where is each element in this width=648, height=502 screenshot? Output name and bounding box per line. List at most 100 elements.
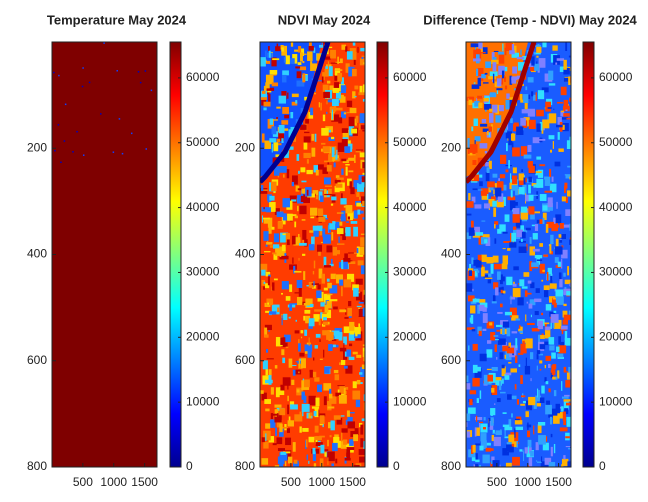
image-speckle: [563, 59, 567, 70]
image-speckle: [346, 410, 350, 417]
image-speckle: [358, 301, 365, 304]
y-tick-label: 200: [235, 140, 255, 154]
image-speckle: [323, 349, 325, 358]
image-speckle: [317, 80, 324, 82]
image-speckle: [533, 425, 535, 435]
image-speckle: [483, 101, 489, 103]
image-speckle: [275, 427, 277, 436]
image-speckle: [534, 298, 542, 303]
image-speckle: [493, 50, 499, 52]
image-speckle: [555, 214, 562, 224]
image-speckle: [508, 434, 515, 443]
image-speckle: [497, 271, 501, 280]
image-speckle: [294, 414, 303, 422]
image-speckle: [299, 52, 303, 62]
image-speckle: [549, 168, 552, 178]
image-speckle: [466, 383, 471, 390]
image-speckle: [265, 348, 269, 353]
image-speckle: [560, 111, 565, 117]
image-speckle: [344, 317, 349, 319]
image-speckle: [531, 56, 535, 66]
image-speckle: [334, 185, 340, 193]
image-speckle: [326, 293, 333, 296]
image-speckle: [144, 70, 147, 72]
image-speckle: [476, 366, 481, 372]
image-speckle: [319, 423, 324, 426]
image-speckle: [509, 242, 517, 248]
image-speckle: [481, 73, 486, 79]
image-speckle: [281, 255, 289, 260]
image-speckle: [346, 51, 353, 60]
image-speckle: [478, 102, 483, 109]
image-speckle: [290, 214, 297, 217]
image-speckle: [276, 437, 283, 445]
image-speckle: [296, 279, 303, 288]
image-speckle: [530, 282, 535, 289]
image-speckle: [510, 395, 517, 400]
image-speckle: [542, 119, 550, 129]
image-speckle: [546, 221, 554, 229]
image-speckle: [506, 276, 513, 286]
image-speckle: [362, 129, 365, 132]
image-speckle: [347, 412, 355, 414]
image-speckle: [282, 426, 289, 429]
image-speckle: [338, 236, 340, 243]
image-speckle: [348, 116, 355, 127]
colorbar-tick-label: 20000: [599, 329, 633, 343]
image-speckle: [518, 325, 521, 329]
image-speckle: [265, 423, 271, 429]
image-speckle: [543, 285, 550, 291]
image-speckle: [504, 354, 507, 359]
image-speckle: [308, 395, 316, 406]
image-speckle: [326, 309, 332, 319]
image-speckle: [351, 334, 355, 337]
image-speckle: [272, 58, 280, 61]
image-speckle: [338, 261, 343, 268]
image-speckle: [273, 254, 278, 260]
image-speckle: [544, 290, 549, 298]
image-speckle: [564, 331, 568, 341]
image-speckle: [550, 149, 553, 153]
image-speckle: [513, 281, 515, 286]
image-speckle: [467, 138, 470, 148]
image-speckle: [545, 381, 549, 385]
image-speckle: [562, 411, 566, 421]
image-speckle: [541, 461, 546, 467]
image-speckle: [353, 226, 359, 237]
image-speckle: [569, 176, 571, 180]
image-speckle: [543, 254, 549, 257]
image-speckle: [285, 450, 292, 460]
image-speckle: [303, 395, 307, 404]
image-speckle: [287, 383, 289, 390]
image-speckle: [534, 403, 541, 407]
image-speckle: [288, 456, 293, 464]
image-speckle: [482, 47, 488, 54]
image-speckle: [473, 259, 480, 266]
image-speckle: [563, 77, 569, 82]
image-speckle: [549, 283, 557, 289]
image-speckle: [494, 344, 497, 352]
image-speckle: [363, 402, 365, 411]
image-speckle: [479, 181, 483, 187]
image-speckle: [545, 224, 549, 233]
image-speckle: [528, 165, 535, 174]
image-speckle: [338, 332, 343, 341]
image-speckle: [319, 413, 326, 417]
image-speckle: [538, 334, 540, 345]
image-speckle: [522, 400, 527, 404]
image-speckle: [276, 117, 278, 119]
image-speckle: [505, 350, 512, 361]
image-speckle: [483, 417, 486, 421]
image-speckle: [296, 389, 300, 393]
image-speckle: [274, 365, 278, 369]
image-speckle: [472, 343, 478, 351]
image-speckle: [262, 360, 268, 370]
image-speckle: [512, 288, 521, 298]
image-speckle: [526, 301, 529, 304]
image-speckle: [520, 326, 523, 334]
image-speckle: [305, 119, 309, 124]
image-speckle: [516, 229, 523, 238]
image-speckle: [480, 433, 487, 442]
image-speckle: [357, 209, 361, 215]
image-speckle: [281, 315, 283, 326]
